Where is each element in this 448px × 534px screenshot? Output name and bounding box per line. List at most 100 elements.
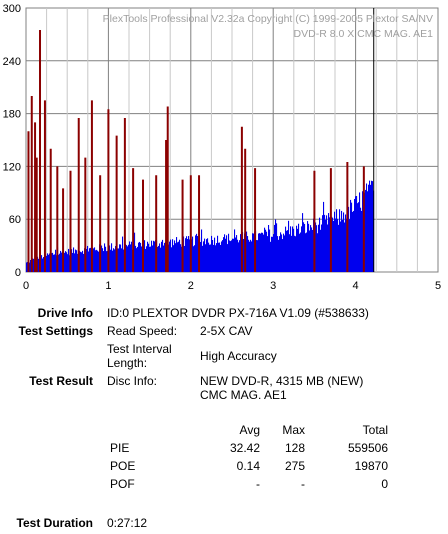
pie-bar bbox=[307, 221, 309, 272]
pie-bar bbox=[93, 248, 95, 272]
pie-bar bbox=[97, 250, 99, 272]
pie-bar bbox=[342, 219, 344, 272]
pie-bar bbox=[282, 239, 284, 272]
pie-bar bbox=[152, 245, 154, 272]
pie-bar bbox=[353, 210, 355, 272]
pie-bar bbox=[225, 238, 227, 272]
pie-bar bbox=[332, 217, 334, 272]
pie-bar bbox=[285, 226, 287, 272]
pie-bar bbox=[366, 183, 368, 272]
pie-bar bbox=[176, 237, 178, 272]
pie-row-max: 128 bbox=[284, 441, 305, 455]
pie-bar bbox=[163, 245, 165, 272]
pie-bar bbox=[345, 214, 347, 272]
pie-bar bbox=[61, 252, 63, 272]
pie-bar bbox=[153, 240, 155, 272]
disc-info-line2: CMC MAG. AE1 bbox=[200, 388, 287, 402]
pie-bar bbox=[355, 196, 357, 272]
pie-bar bbox=[160, 247, 162, 272]
pie-bar bbox=[236, 235, 238, 272]
pie-bar bbox=[169, 241, 171, 272]
pie-bar bbox=[105, 246, 107, 272]
max-header: Max bbox=[282, 423, 305, 437]
pie-bar bbox=[246, 231, 248, 272]
pie-bar bbox=[230, 241, 232, 272]
pie-bar bbox=[224, 234, 226, 272]
pie-bar bbox=[247, 236, 249, 272]
pie-bar bbox=[235, 237, 237, 272]
pie-bar bbox=[189, 239, 191, 272]
pie-bar bbox=[253, 233, 255, 272]
pie-bar bbox=[240, 234, 242, 272]
poe-row-avg: 0.14 bbox=[236, 459, 260, 473]
pie-bar bbox=[324, 214, 326, 272]
pie-bar bbox=[115, 246, 117, 272]
pie-bar bbox=[262, 232, 264, 272]
pie-bar bbox=[219, 242, 221, 272]
pie-bar bbox=[348, 206, 350, 272]
pie-bar bbox=[207, 238, 209, 272]
pie-bar bbox=[141, 246, 143, 272]
pie-bar bbox=[326, 215, 328, 272]
pie-bar bbox=[231, 240, 233, 272]
pie-bar bbox=[279, 236, 281, 272]
pie-bar bbox=[186, 236, 188, 272]
test-settings-label: Test Settings bbox=[18, 324, 93, 338]
pie-bar bbox=[101, 245, 103, 272]
pie-bar bbox=[106, 251, 108, 272]
pie-bar bbox=[232, 238, 234, 272]
pie-bar bbox=[263, 234, 265, 272]
pie-bar bbox=[200, 241, 202, 272]
pie-bar bbox=[122, 236, 124, 272]
pie-bar bbox=[268, 224, 270, 272]
pie-bar bbox=[318, 224, 320, 272]
pie-bar bbox=[297, 228, 299, 272]
pof-row-max: - bbox=[301, 477, 305, 491]
pie-bar bbox=[81, 252, 83, 272]
pie-bar bbox=[227, 244, 229, 272]
pie-bar bbox=[144, 240, 146, 272]
pie-bar bbox=[159, 243, 161, 272]
pie-bar bbox=[229, 240, 231, 272]
pie-bar bbox=[77, 253, 79, 272]
pie-bar bbox=[310, 225, 312, 272]
pie-bar bbox=[202, 245, 204, 272]
pie-bar bbox=[178, 241, 180, 272]
pie-bar bbox=[196, 233, 198, 272]
pie-bar bbox=[110, 249, 112, 272]
pie-bar bbox=[306, 232, 308, 272]
pie-bar bbox=[290, 226, 292, 272]
pie-bar bbox=[138, 242, 140, 272]
disc-info-label: Disc Info: bbox=[107, 374, 158, 388]
pie-bar bbox=[71, 249, 73, 272]
pie-bar bbox=[327, 224, 329, 272]
pof-row-name: POF bbox=[110, 477, 135, 491]
pie-bar bbox=[83, 253, 85, 272]
pie-bar bbox=[249, 241, 251, 272]
pie-bar bbox=[305, 233, 307, 272]
pie-bar bbox=[128, 244, 130, 272]
pie-bar bbox=[72, 252, 74, 272]
pie-bar bbox=[289, 234, 291, 272]
pie-bar bbox=[174, 240, 176, 272]
pie-row-name: PIE bbox=[110, 441, 130, 455]
pie-bar bbox=[256, 240, 258, 272]
y-tick-label: 0 bbox=[15, 267, 21, 279]
pie-bar bbox=[281, 234, 283, 272]
pie-bar bbox=[208, 242, 210, 272]
read-speed-value: 2-5X CAV bbox=[200, 324, 253, 338]
pie-bar bbox=[223, 237, 225, 272]
pie-bar bbox=[309, 230, 311, 272]
pie-bar bbox=[343, 212, 345, 272]
pie-bar bbox=[287, 230, 289, 272]
pie-bar bbox=[315, 222, 317, 272]
pie-bar bbox=[104, 243, 106, 272]
pie-bar bbox=[177, 242, 179, 272]
interval-value: High Accuracy bbox=[200, 349, 277, 363]
pie-bar bbox=[294, 235, 296, 272]
pie-bar bbox=[260, 233, 262, 272]
x-tick-label: 5 bbox=[435, 280, 441, 292]
pie-bar bbox=[30, 259, 32, 272]
pie-bar bbox=[221, 241, 223, 272]
pof-row-avg: - bbox=[256, 477, 260, 491]
